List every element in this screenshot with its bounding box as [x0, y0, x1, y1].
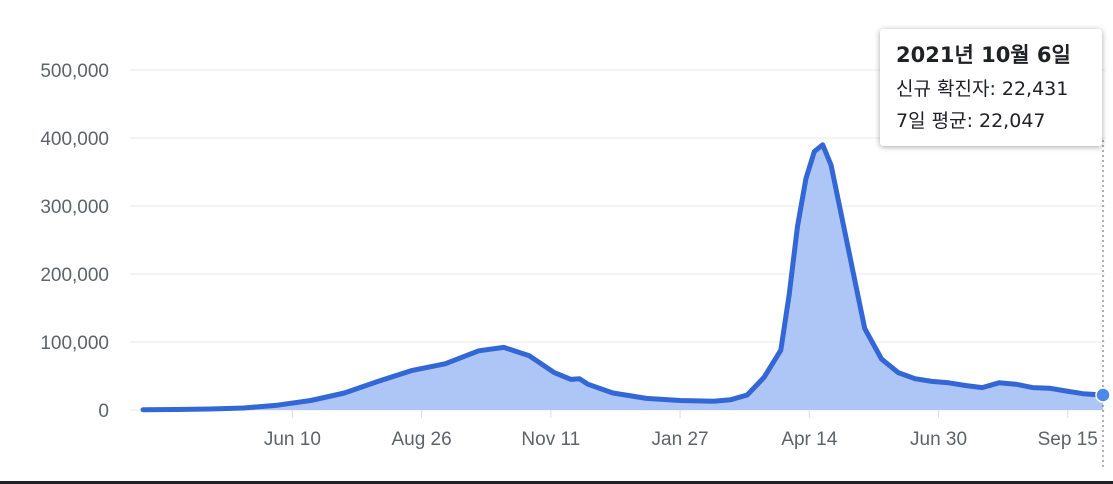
y-tick-label: 300,000: [40, 197, 109, 218]
bottom-edge: [0, 481, 1113, 484]
daily-cases-area: [143, 144, 1103, 411]
tooltip-new-cases: 신규 확진자: 22,431: [896, 78, 1069, 100]
x-tick-label: Jan 27: [652, 429, 709, 450]
y-axis-ticks: 500,000 400,000 300,000 200,000 100,000 0: [40, 61, 109, 422]
y-tick-label: 100,000: [40, 333, 109, 354]
tooltip-date: 2021년 10월 6일: [896, 43, 1071, 67]
seven-day-average-line: [140, 142, 1106, 413]
x-tick-label: Apr 14: [781, 429, 837, 450]
x-tick-label: Jun 30: [910, 429, 967, 450]
y-tick-label: 200,000: [40, 265, 109, 286]
x-tick-label: Jun 10: [264, 429, 321, 450]
tooltip-seven-day-average: 7일 평균: 22,047: [896, 110, 1046, 132]
y-tick-label: 500,000: [40, 61, 109, 82]
hover-point[interactable]: [1095, 387, 1111, 403]
y-tick-label: 0: [98, 401, 109, 422]
y-tick-label: 400,000: [40, 129, 109, 150]
tooltip: 2021년 10월 6일 신규 확진자: 22,431 7일 평균: 22,04…: [880, 29, 1102, 146]
x-tick-label: Aug 26: [391, 429, 451, 450]
x-axis-ticks: Jun 10 Aug 26 Nov 11 Jan 27 Apr 14 Jun 30 Sep …: [264, 410, 1098, 450]
x-tick-label: Sep 15: [1038, 429, 1098, 450]
x-tick-label: Nov 11: [521, 429, 580, 450]
